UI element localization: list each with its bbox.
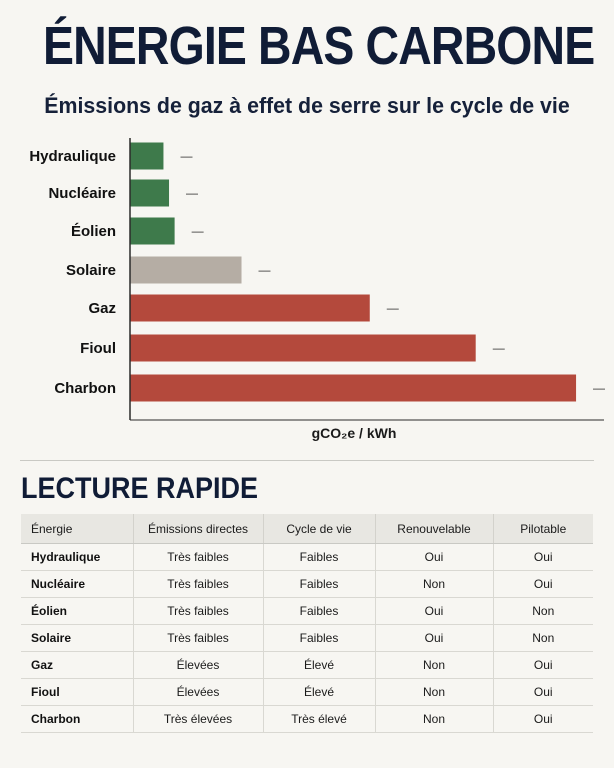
table-cell: Non [375,678,494,706]
table-cell: Oui [375,543,494,571]
column-header-2: Cycle de vie [263,514,376,544]
table-cell: Oui [375,624,494,652]
table-cell: Faibles [263,570,376,598]
bar-6 [130,374,577,402]
bar-2 [130,217,175,245]
table-cell: Oui [493,705,593,733]
category-label-6: Charbon [54,380,116,397]
summary-table-body: Hydraulique Très faibles Faibles Oui Oui Nucl… [21,543,593,733]
bar-label-4: — [387,301,399,315]
table-cell: Oui [493,570,593,598]
page-title: ÉNERGIE BAS CARBONE [42,16,595,76]
page-subtitle: Émissions de gaz à effet de serre sur le… [44,93,570,118]
category-label-0: Hydraulique [29,148,116,165]
table-row: Charbon Très élevées Très élevé Non Oui [21,705,593,733]
table-cell: Faibles [263,543,376,571]
table-cell: Non [375,570,494,598]
column-header-1: Émissions directes [133,514,264,544]
table-row: Fioul Élevées Élevé Non Oui [21,678,593,706]
bar-label-2: — [192,224,204,238]
bar-0 [130,142,164,170]
table-row: Hydraulique Très faibles Faibles Oui Oui [21,543,593,571]
row-energy-label: Nucléaire [21,570,134,598]
bar-label-1: — [186,186,198,200]
table-cell: Oui [375,597,494,625]
table-row: Gaz Élevées Élevé Non Oui [21,651,593,679]
summary-table: Énergie Émissions directes Cycle de vie Ren… [21,514,593,733]
table-cell: Oui [493,678,593,706]
summary-title: LECTURE RAPIDE [21,472,259,505]
table-cell: Élevées [133,678,264,706]
bar-1 [130,179,170,207]
row-energy-label: Solaire [21,624,134,652]
table-row: Solaire Très faibles Faibles Oui Non [21,624,593,652]
table-cell: Très élevé [263,705,376,733]
x-axis-title: gCO₂e / kWh [312,425,397,441]
bar-label-5: — [493,341,505,355]
bar-label-3: — [259,263,271,277]
section-divider [20,460,594,461]
header-row: Énergie Émissions directes Cycle de vie Ren… [21,514,593,544]
emissions-bar-chart: Hydraulique Nucléaire Éolien Solaire Gaz Fiou… [29,138,605,441]
table-cell: Très faibles [133,543,264,571]
table-cell: Faibles [263,597,376,625]
row-energy-label: Fioul [21,678,134,706]
table-cell: Très faibles [133,624,264,652]
column-header-0: Énergie [21,514,134,544]
bar-4 [130,294,370,322]
column-header-4: Pilotable [493,514,593,544]
category-label-4: Gaz [88,300,116,317]
row-energy-label: Éolien [21,597,134,625]
category-label-1: Nucléaire [48,185,116,202]
table-cell: Oui [493,651,593,679]
table-cell: Non [375,651,494,679]
bar-label-0: — [180,149,192,163]
summary-table-header: Énergie Émissions directes Cycle de vie Ren… [21,514,593,544]
bar-3 [130,256,242,284]
category-labels: Hydraulique Nucléaire Éolien Solaire Gaz Fiou… [29,148,116,397]
table-cell: Élevé [263,651,376,679]
table-cell: Faibles [263,624,376,652]
category-label-5: Fioul [80,340,116,357]
table-cell: Oui [493,543,593,571]
table-cell: Très faibles [133,597,264,625]
table-row: Nucléaire Très faibles Faibles Non Oui [21,570,593,598]
table-cell: Non [375,705,494,733]
category-label-3: Solaire [66,262,116,279]
table-cell: Non [493,624,593,652]
bar-value-labels: — — — — — — — [180,149,605,395]
table-cell: Élevé [263,678,376,706]
table-row: Éolien Très faibles Faibles Oui Non [21,597,593,625]
row-energy-label: Gaz [21,651,134,679]
table-cell: Élevées [133,651,264,679]
table-cell: Très élevées [133,705,264,733]
bar-5 [130,334,476,362]
row-energy-label: Charbon [21,705,134,733]
table-cell: Très faibles [133,570,264,598]
row-energy-label: Hydraulique [21,543,134,571]
bar-label-6: — [593,381,605,395]
category-label-2: Éolien [71,223,116,240]
column-header-3: Renouvelable [375,514,494,544]
table-cell: Non [493,597,593,625]
bars-group [130,142,577,402]
